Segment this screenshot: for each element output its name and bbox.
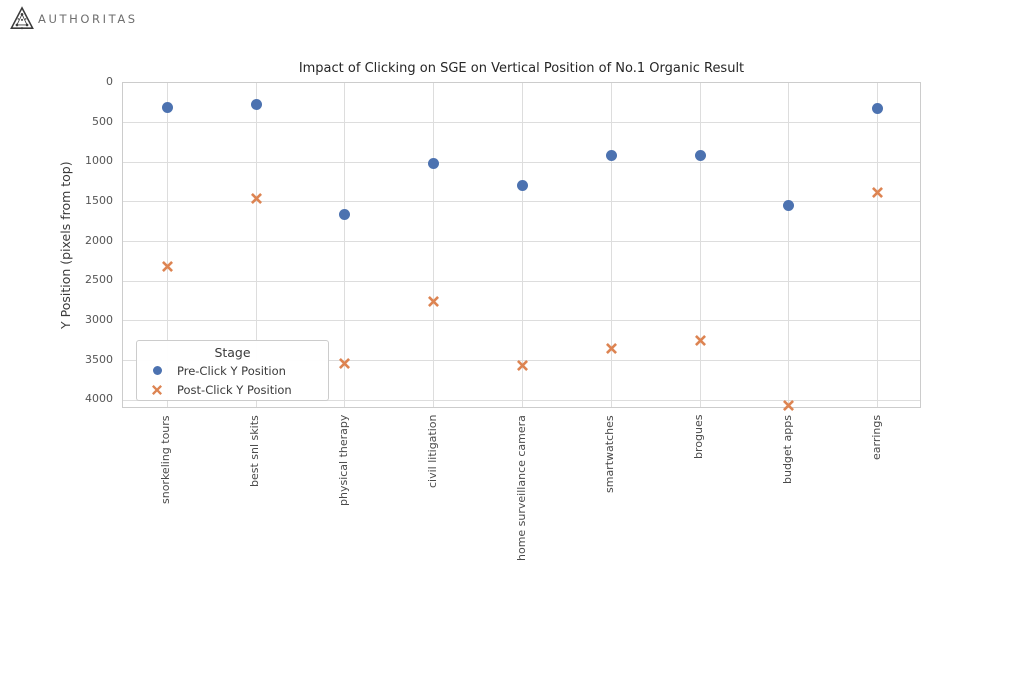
authoritas-logo: AUTHORITAS (10, 6, 138, 31)
legend-marker-cell (137, 384, 177, 395)
data-point-pre-click (783, 200, 795, 212)
y-tick-label: 1500 (85, 193, 113, 207)
x-tick-label: civil litigation (425, 415, 439, 489)
legend-entry-pre-click: Pre-Click Y Position (137, 361, 328, 380)
x-tick-label: snorkeling tours (159, 415, 173, 504)
v-gridline (344, 83, 346, 407)
y-tick-label: 3500 (85, 352, 113, 366)
y-tick-label: 1000 (85, 154, 113, 168)
v-gridline (699, 83, 701, 407)
x-tick-label: budget apps (780, 415, 794, 484)
legend-label: Pre-Click Y Position (177, 363, 286, 378)
h-gridline (123, 280, 920, 282)
legend-label: Post-Click Y Position (177, 382, 292, 397)
data-point-post-click (605, 339, 617, 355)
y-tick-label: 2000 (85, 233, 113, 247)
data-point-post-click (694, 331, 706, 347)
v-gridline (610, 83, 612, 407)
v-gridline (433, 83, 435, 407)
pre-click-circle-icon (152, 366, 162, 375)
h-gridline (123, 399, 920, 401)
legend: Stage Pre-Click Y Position Post-Click Y … (136, 340, 329, 401)
v-gridline (788, 83, 790, 407)
v-gridline (255, 83, 257, 407)
y-tick-label: 0 (106, 75, 113, 88)
post-click-x-icon (152, 384, 162, 395)
legend-entry-post-click: Post-Click Y Position (137, 380, 328, 399)
h-gridline (123, 241, 920, 243)
authoritas-triangle-icon (10, 6, 34, 30)
data-point-pre-click (339, 209, 351, 221)
data-point-post-click (161, 257, 173, 272)
v-gridline (522, 83, 523, 407)
data-point-pre-click (250, 98, 262, 110)
legend-title: Stage (214, 345, 251, 360)
v-gridline (166, 83, 168, 407)
x-tick-label: physical therapy (336, 415, 350, 507)
y-tick-label: 3000 (85, 312, 113, 326)
data-point-post-click (517, 356, 528, 371)
x-tick-label: home surveillance camera (514, 415, 528, 561)
h-gridline (123, 201, 920, 203)
data-point-post-click (428, 292, 440, 308)
v-gridline (877, 83, 879, 407)
data-point-pre-click (694, 149, 706, 161)
data-point-pre-click (605, 149, 617, 161)
y-tick-label: 4000 (85, 392, 113, 406)
x-tick-label: smartwatches (603, 415, 617, 493)
h-gridline (123, 161, 920, 163)
legend-marker-cell (137, 366, 177, 375)
data-point-pre-click (872, 102, 884, 114)
x-tick-label: best snl skits (248, 415, 262, 487)
x-tick-label: earrings (869, 415, 883, 461)
data-point-post-click (339, 354, 351, 369)
data-point-post-click (872, 183, 884, 198)
data-point-pre-click (428, 157, 440, 169)
logo-wordmark: AUTHORITAS (38, 11, 138, 26)
x-tick-label: brogues (692, 415, 706, 460)
y-tick-label: 2500 (85, 273, 113, 287)
h-gridline (123, 320, 920, 322)
data-point-post-click (783, 396, 795, 412)
chart-title: Impact of Clicking on SGE on Vertical Po… (298, 61, 745, 76)
y-tick-label: 500 (92, 114, 113, 128)
h-gridline (123, 360, 920, 362)
data-point-pre-click (517, 179, 528, 191)
data-point-pre-click (161, 102, 173, 114)
h-gridline (123, 122, 920, 124)
data-point-post-click (250, 189, 262, 204)
